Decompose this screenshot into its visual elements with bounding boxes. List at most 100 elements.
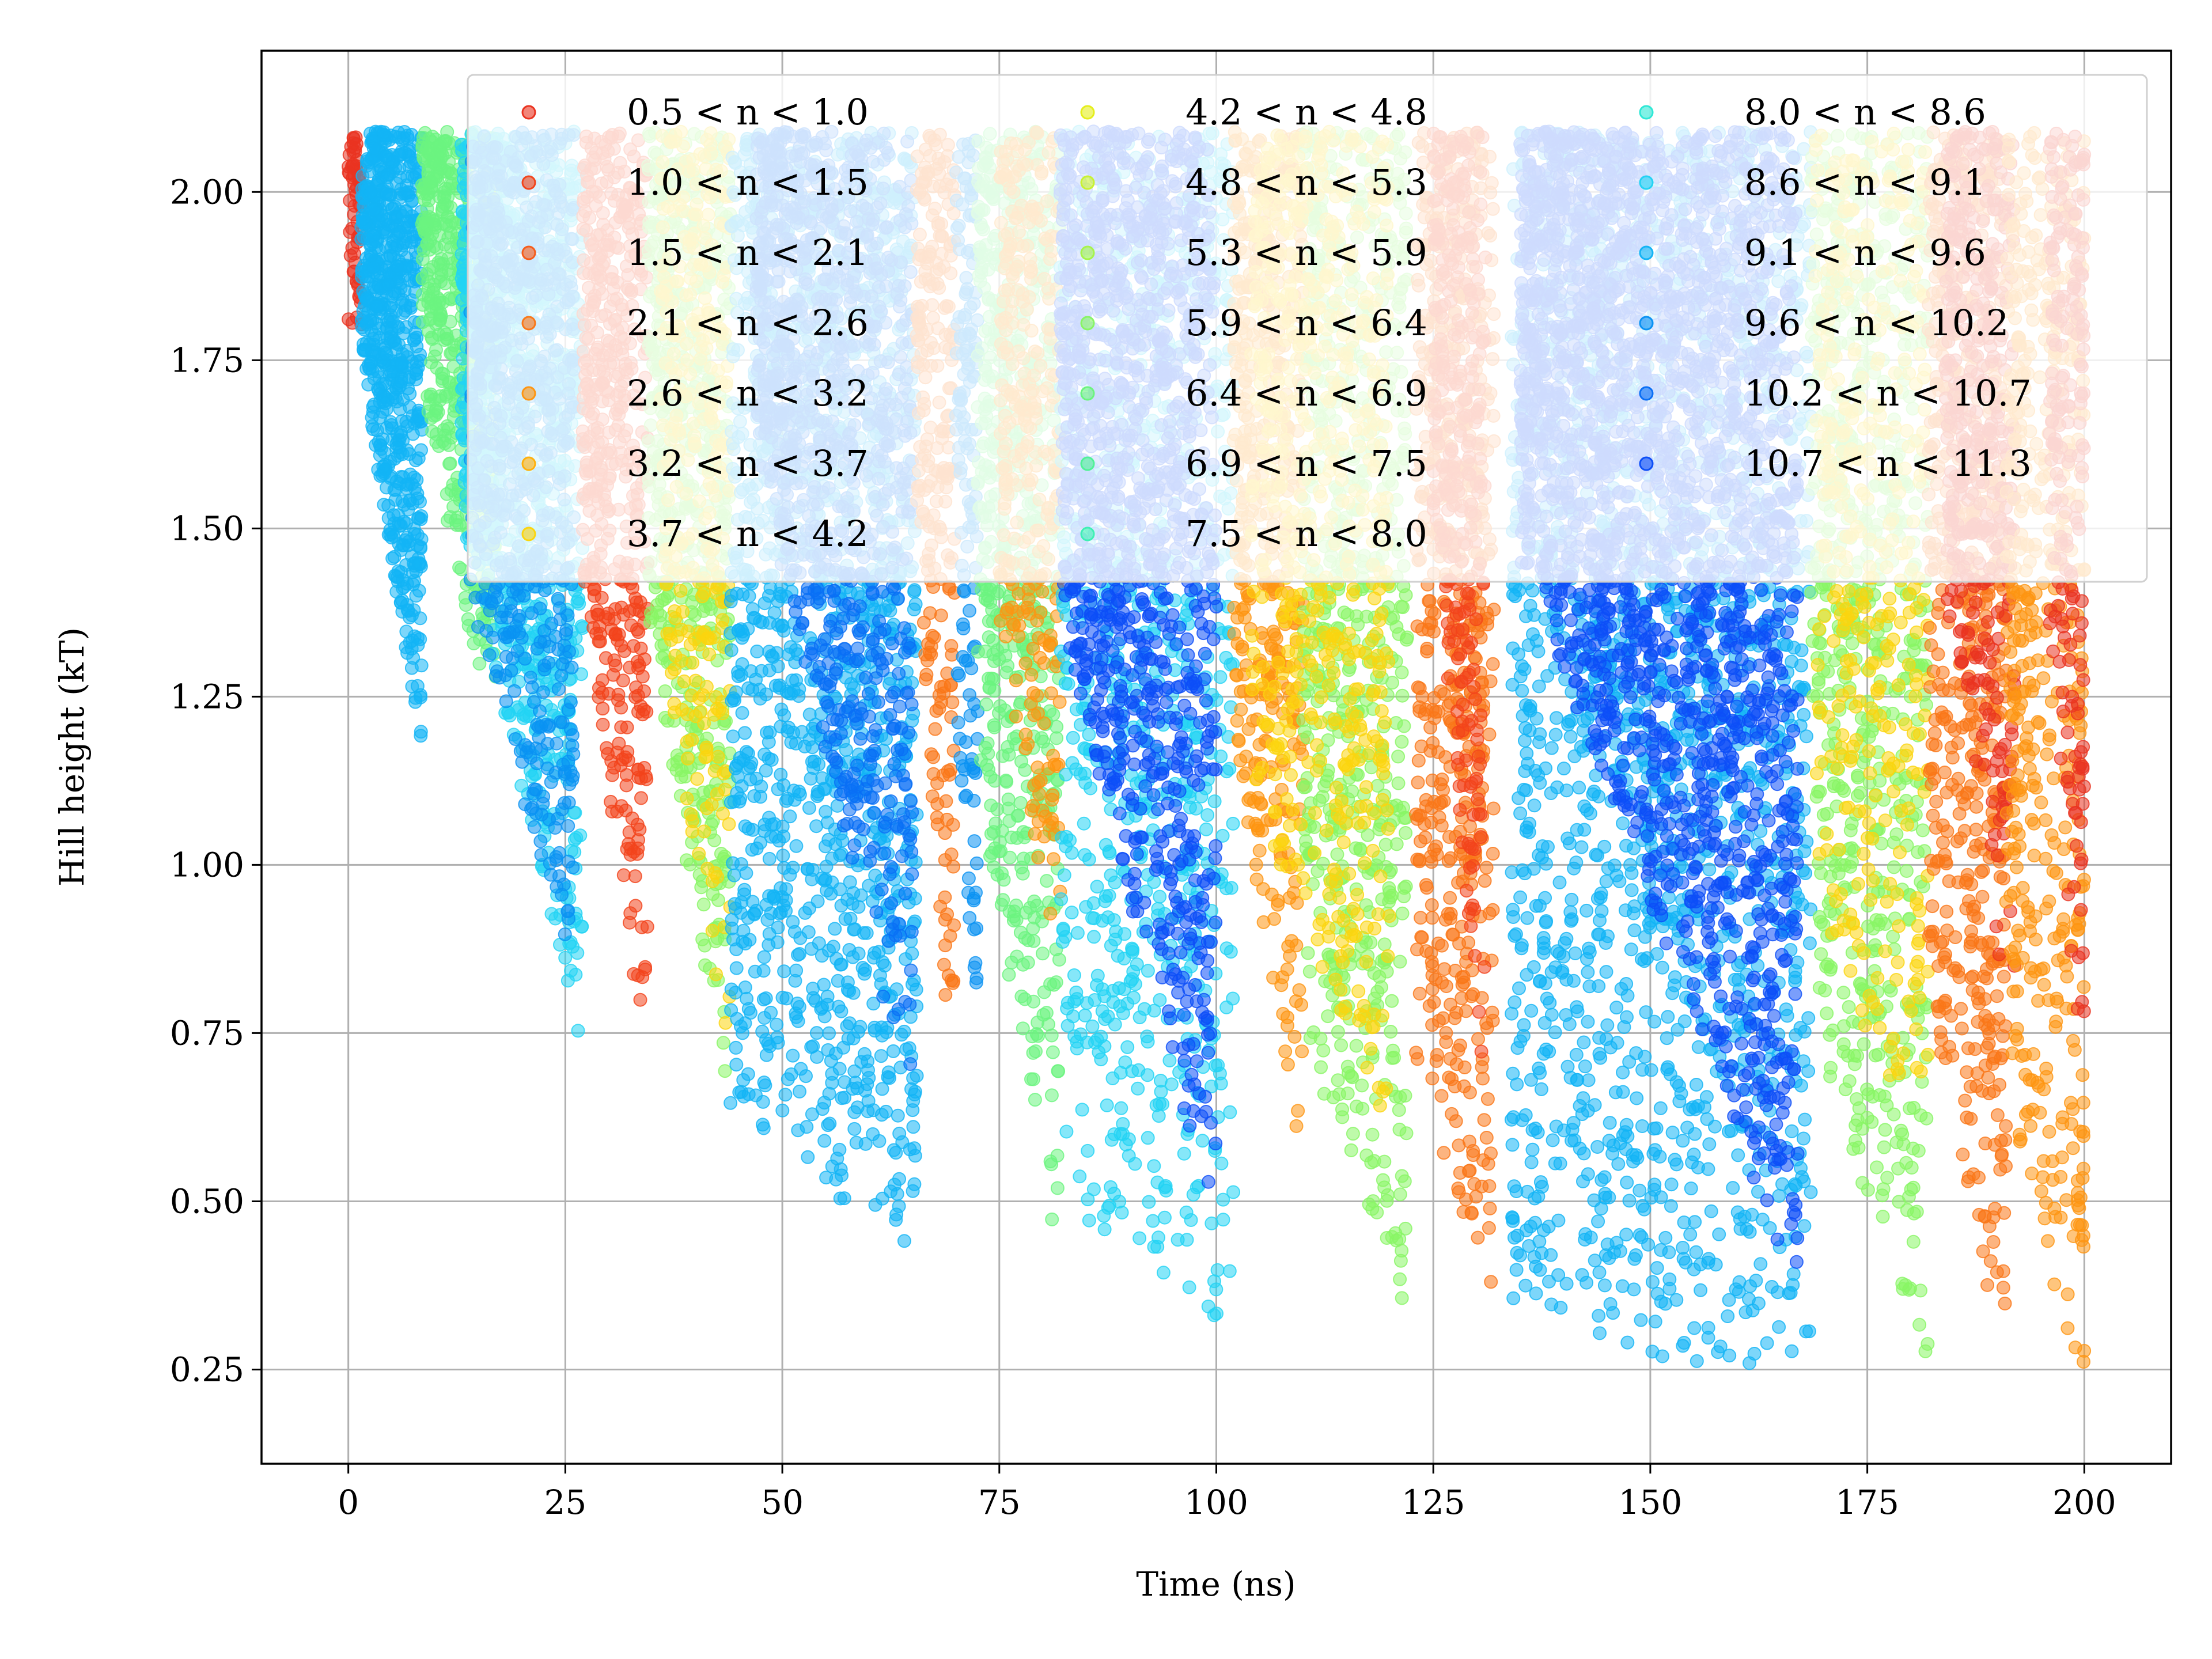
data-point	[817, 1096, 831, 1110]
data-point	[738, 726, 752, 740]
data-point	[443, 386, 457, 400]
data-point	[622, 825, 637, 839]
data-point	[454, 562, 468, 577]
data-point	[387, 508, 401, 522]
data-point	[628, 869, 642, 884]
data-point	[688, 608, 702, 622]
data-point	[524, 671, 538, 685]
data-point	[344, 139, 358, 154]
data-point	[793, 1084, 806, 1099]
data-point	[551, 682, 566, 696]
data-point	[858, 963, 872, 977]
data-point	[455, 205, 469, 219]
data-point	[486, 630, 500, 645]
data-point	[400, 577, 414, 591]
data-point	[692, 691, 706, 706]
data-point	[637, 703, 651, 717]
data-point	[804, 771, 818, 786]
data-point	[548, 821, 562, 835]
data-point	[634, 791, 648, 805]
data-point	[674, 622, 688, 637]
data-point	[357, 212, 371, 226]
data-point	[493, 671, 507, 685]
data-point	[533, 704, 547, 718]
data-point	[908, 597, 923, 611]
data-point	[699, 801, 714, 816]
data-point	[548, 911, 563, 926]
data-point	[638, 962, 653, 976]
data-point	[695, 932, 710, 946]
data-point	[758, 1078, 772, 1093]
data-point	[537, 634, 552, 649]
data-point	[697, 716, 711, 730]
data-point	[399, 320, 414, 334]
data-point	[565, 738, 579, 753]
data-point	[707, 764, 722, 778]
data-point	[750, 644, 764, 658]
data-point	[619, 804, 633, 817]
data-point	[413, 494, 427, 509]
data-point	[430, 147, 445, 162]
data-point	[832, 1062, 847, 1076]
data-point	[342, 166, 357, 181]
data-point	[533, 601, 547, 616]
data-point	[400, 214, 414, 229]
data-point	[699, 680, 714, 694]
data-point	[679, 853, 694, 868]
data-point	[801, 1150, 815, 1164]
data-point	[716, 806, 730, 821]
data-point	[393, 425, 408, 440]
data-point	[629, 680, 643, 695]
data-point	[868, 1198, 882, 1212]
data-point	[624, 841, 638, 855]
data-point	[504, 664, 518, 678]
data-point	[724, 982, 738, 997]
data-point	[440, 487, 454, 501]
data-point	[605, 768, 619, 782]
data-point	[561, 903, 575, 918]
data-point	[366, 332, 380, 346]
data-point	[680, 734, 694, 749]
data-point	[718, 782, 732, 797]
data-point	[494, 610, 508, 624]
data-point	[424, 175, 438, 189]
data-point	[573, 828, 588, 843]
data-point	[756, 1118, 770, 1132]
data-point	[530, 756, 544, 771]
data-point	[421, 237, 435, 251]
data-point	[724, 589, 738, 603]
data-point	[421, 274, 435, 289]
data-point	[400, 603, 415, 618]
data-point	[778, 1088, 793, 1102]
data-point	[381, 278, 396, 292]
data-point	[441, 513, 454, 528]
data-point	[366, 141, 381, 156]
data-point	[415, 141, 430, 155]
data-point	[724, 1003, 738, 1017]
data-point	[514, 778, 529, 793]
data-point	[742, 589, 756, 603]
data-point	[388, 130, 402, 144]
data-point	[593, 634, 607, 649]
data-point	[389, 441, 404, 455]
data-point	[541, 656, 556, 670]
data-point	[404, 156, 418, 169]
data-point	[412, 556, 427, 570]
data-point	[427, 392, 442, 407]
data-point	[560, 974, 575, 988]
data-point	[676, 605, 690, 619]
data-point	[762, 851, 777, 866]
data-point	[509, 582, 524, 597]
data-point	[544, 703, 559, 717]
data-point	[705, 923, 719, 938]
data-point	[425, 332, 440, 346]
data-point	[525, 770, 539, 783]
data-point	[835, 834, 850, 848]
data-point	[377, 498, 391, 512]
data-point	[510, 644, 525, 658]
data-point	[789, 839, 804, 853]
data-point	[596, 718, 610, 732]
data-point	[658, 684, 672, 698]
data-point	[680, 791, 694, 806]
